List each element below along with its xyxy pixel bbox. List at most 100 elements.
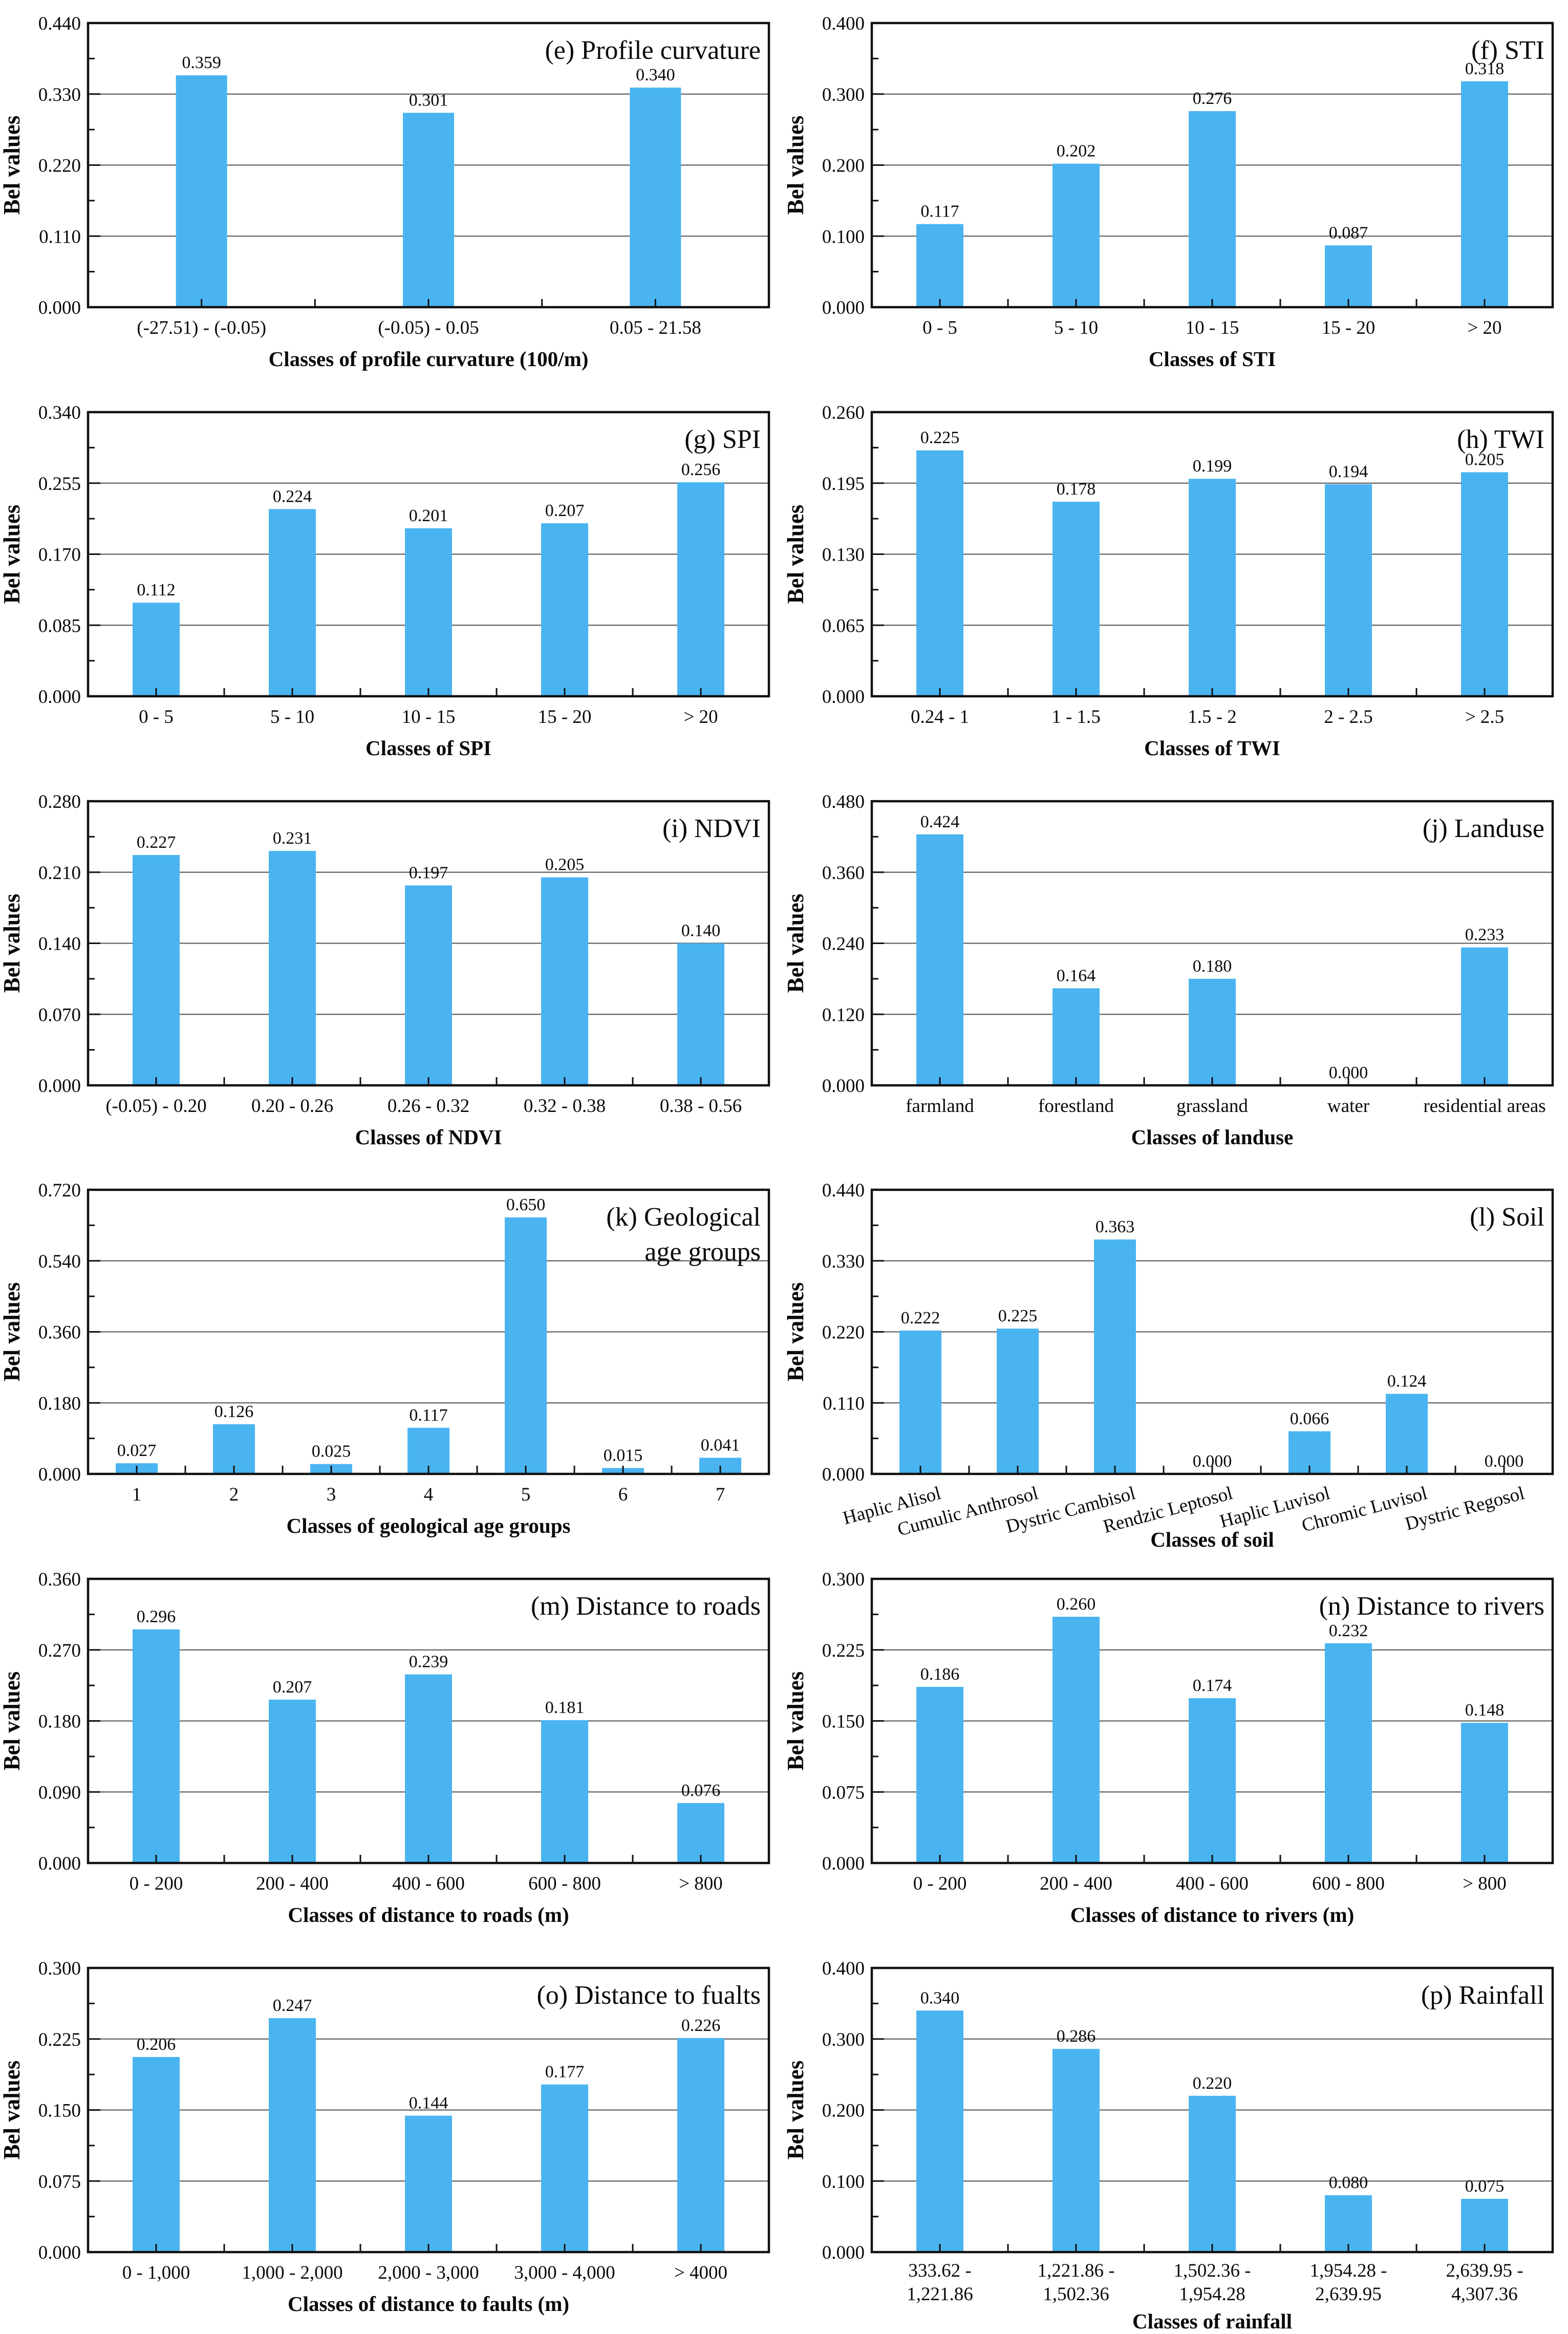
y-tick-label: 0.300 [822,84,865,105]
bar-value-label: 0.363 [1096,1218,1135,1237]
bar-value-label: 0.318 [1465,59,1505,78]
y-tick-label: 0.200 [822,156,865,177]
y-tick-label: 0.000 [38,1464,81,1485]
x-tick-label: 1 [132,1484,142,1505]
chart-o-canvas: 0.206 0.247 0.144 0.177 0.226 0.000 0.075 0.150… [0,1958,770,2316]
chart-j-landuse: 0.424 0.164 0.180 0.000 0.233 0.000 0.120 0.240… [784,778,1568,1167]
x-axis-label: Classes of profile curvature (100/m) [269,347,589,371]
x-tick-label: 10 - 15 [1186,317,1239,338]
x-tick-label: 5 [521,1484,531,1505]
bar-value-label: 0.224 [273,487,312,506]
bar-value-label: 0.194 [1329,462,1368,481]
x-axis-label: Classes of STI [1149,347,1276,371]
bar-value-label: 0.207 [545,501,585,520]
y-axis-label: Bel values [0,893,25,993]
chart-f-canvas: 0.117 0.202 0.276 0.087 0.318 0.000 0.100 0.200… [784,13,1554,371]
x-tick-label: 0 - 200 [130,1873,183,1894]
y-tick-label: 0.400 [822,13,865,34]
chart-e-profile-curvature: 0.359 0.301 0.340 0.000 0.110 0.220 0.330 0.440… [0,0,784,389]
y-tick-label: 0.140 [38,933,81,954]
x-tick-label: 0 - 5 [139,706,174,727]
bar [1386,1394,1428,1474]
y-tick-label: 0.150 [38,2100,81,2121]
x-tick-label: 0 - 1,000 [122,2262,190,2283]
bar-value-label: 0.227 [137,833,176,852]
bar [269,509,316,696]
y-tick-label: 0.360 [38,1322,81,1343]
x-tick-label: 200 - 400 [1040,1873,1112,1894]
x-tick-label: (-0.05) - 0.20 [105,1096,206,1117]
x-tick-label-line2: 4,307.36 [1451,2284,1518,2305]
y-tick-label: 0.000 [822,297,865,318]
y-tick-label: 0.000 [38,1853,81,1874]
y-tick-label: 0.360 [822,862,865,883]
bar [1189,2095,1236,2252]
y-tick-label: 0.120 [822,1004,865,1025]
x-tick-label: (-27.51) - (-0.05) [137,317,266,338]
bar [405,528,452,696]
panel-title: (k) Geological [606,1203,761,1232]
bar-value-label: 0.000 [1193,1452,1232,1471]
bar-value-label: 0.041 [701,1436,740,1455]
bar-value-label: 0.197 [409,863,448,882]
bar-value-label: 0.124 [1387,1372,1427,1391]
y-tick-label: 0.330 [38,84,81,105]
y-tick-label: 0.300 [822,2029,865,2050]
x-tick-label: 0.26 - 0.32 [388,1096,469,1117]
bar-value-label: 0.181 [545,1698,585,1717]
bar-value-label: 0.080 [1329,2173,1368,2192]
bar [176,75,227,307]
bar [916,450,963,696]
y-tick-label: 0.000 [38,297,81,318]
y-tick-label: 0.330 [822,1251,865,1272]
y-tick-label: 0.110 [39,226,81,247]
plot-frame [870,1189,1554,1475]
panel-title: (i) NDVI [662,814,761,843]
bar-value-label: 0.015 [604,1446,643,1465]
x-tick-label: 10 - 15 [402,706,456,727]
bar [541,877,588,1085]
bar-value-label: 0.126 [214,1402,254,1421]
y-tick-label: 0.220 [38,156,81,177]
plot-frame [870,1966,1554,2254]
bar-value-label: 0.164 [1057,966,1096,985]
y-axis-label: Bel values [784,116,808,215]
y-tick-label: 0.000 [822,1464,865,1485]
y-tick-label: 0.225 [822,1640,865,1661]
x-tick-label-line2: 1,954.28 [1179,2284,1245,2305]
x-tick-label: farmland [906,1096,974,1117]
bar [1325,1643,1372,1864]
y-tick-label: 0.180 [38,1394,81,1415]
x-tick-label: 600 - 800 [528,1873,601,1894]
bar-value-label: 0.112 [137,581,175,599]
y-tick-label: 0.090 [38,1782,81,1803]
x-tick-label: > 4000 [674,2262,727,2283]
chart-k-geological-age: 0.027 0.126 0.025 0.117 0.650 0.015 0.041 0.000… [0,1167,784,1556]
y-axis-label: Bel values [784,1282,808,1382]
x-tick-label: > 2.5 [1465,706,1504,727]
chart-l-canvas: 0.222 0.225 0.363 0.000 0.066 0.124 0.000 0.000… [784,1180,1554,1551]
y-tick-label: 0.220 [822,1322,865,1343]
bar-value-label: 0.260 [1057,1595,1096,1614]
bar-value-label: 0.027 [117,1442,157,1461]
bar [1094,1239,1136,1474]
y-tick-label: 0.075 [38,2171,81,2192]
bar-value-label: 0.087 [1329,223,1368,242]
y-tick-label: 0.260 [822,402,865,423]
bar [133,1629,180,1864]
x-tick-label-line1: 1,221.86 - [1037,2260,1114,2281]
panel-title: (h) TWI [1457,425,1544,454]
x-tick-label-line1: 2,639.95 - [1446,2260,1523,2281]
x-tick-label: 5 - 10 [1054,317,1098,338]
panel-title: age groups [645,1237,761,1267]
bar [1325,484,1372,696]
chart-e-canvas: 0.359 0.301 0.340 0.000 0.110 0.220 0.330 0.440… [0,13,770,371]
bar-value-label: 0.000 [1329,1063,1368,1082]
y-tick-label: 0.240 [822,933,865,954]
bar-value-label: 0.148 [1465,1701,1505,1720]
plot-frame [87,1189,770,1475]
bar [1325,245,1372,307]
bar-value-label: 0.340 [920,1988,960,2007]
x-tick-label: 1 - 1.5 [1051,706,1101,727]
bar [1461,472,1508,696]
